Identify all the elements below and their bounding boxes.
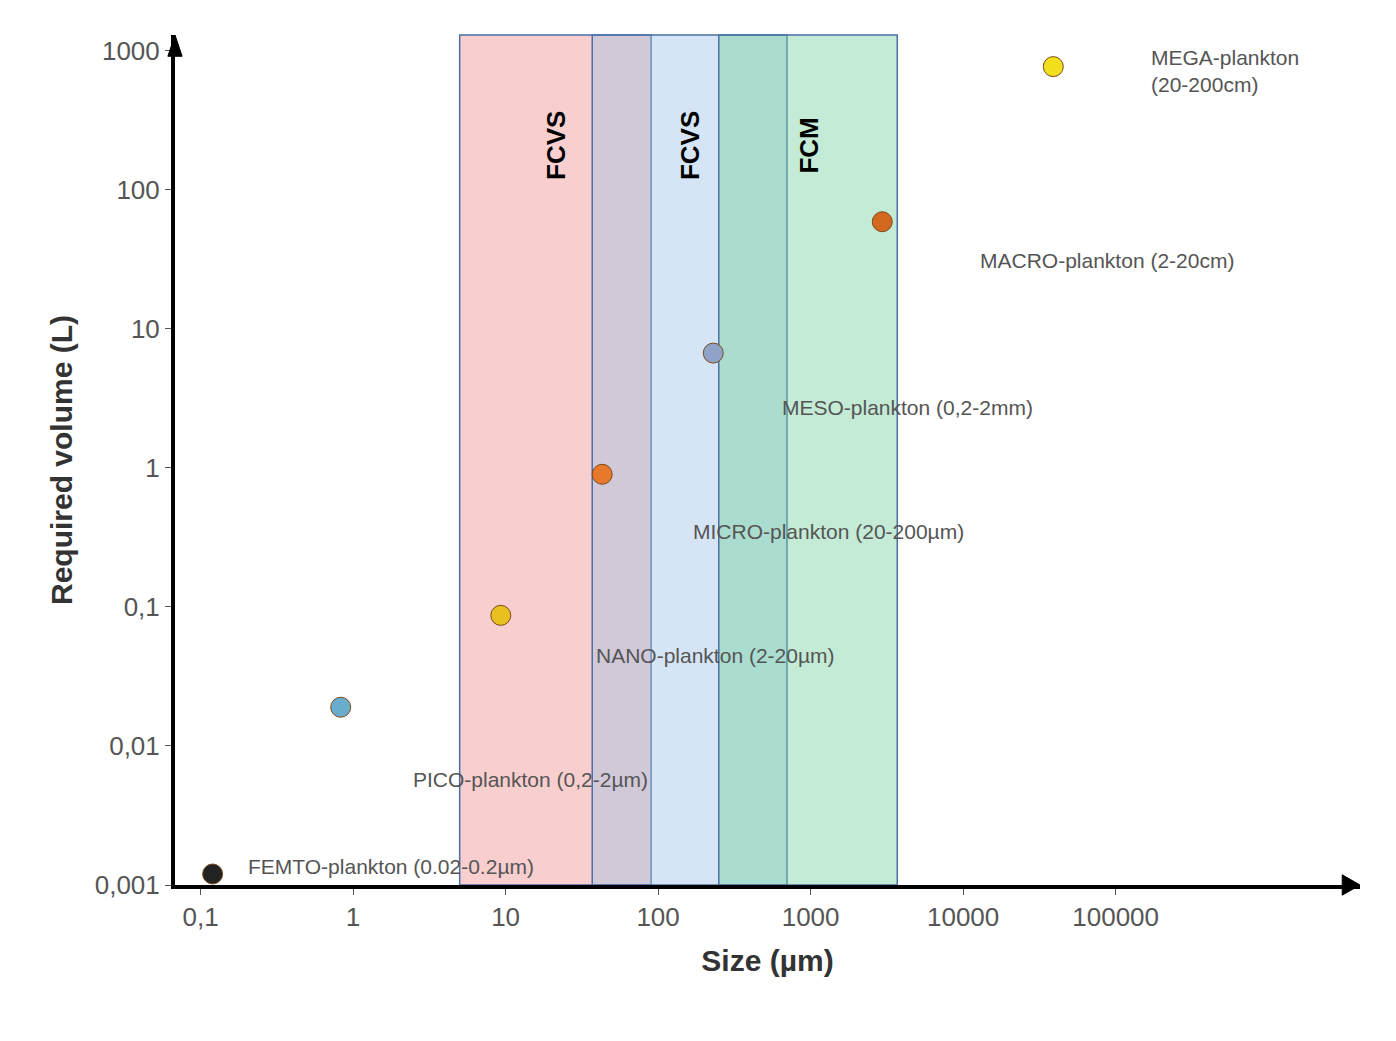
svg-text:FCM: FCM <box>794 117 824 173</box>
svg-text:100: 100 <box>116 175 159 205</box>
svg-text:10: 10 <box>491 902 520 932</box>
svg-text:Required volume (L): Required volume (L) <box>45 315 78 605</box>
svg-text:FEMTO-plankton (0.02-0.2µm): FEMTO-plankton (0.02-0.2µm) <box>248 855 534 878</box>
svg-text:MICRO-plankton (20-200µm): MICRO-plankton (20-200µm) <box>693 520 964 543</box>
svg-text:FCVS: FCVS <box>675 111 705 180</box>
svg-text:MESO-plankton (0,2-2mm): MESO-plankton (0,2-2mm) <box>782 396 1033 419</box>
svg-text:FCVS: FCVS <box>541 111 571 180</box>
svg-text:0,01: 0,01 <box>109 731 160 761</box>
svg-text:1: 1 <box>346 902 360 932</box>
svg-text:1: 1 <box>145 453 159 483</box>
svg-text:10000: 10000 <box>927 902 999 932</box>
svg-text:0,001: 0,001 <box>95 870 160 900</box>
svg-text:1000: 1000 <box>102 36 160 66</box>
svg-text:0,1: 0,1 <box>182 902 218 932</box>
svg-text:PICO-plankton (0,2-2µm): PICO-plankton (0,2-2µm) <box>413 768 648 791</box>
svg-text:Size (µm): Size (µm) <box>701 944 833 977</box>
svg-text:NANO-plankton (2-20µm): NANO-plankton (2-20µm) <box>596 644 835 667</box>
svg-text:1000: 1000 <box>782 902 840 932</box>
svg-text:100000: 100000 <box>1072 902 1159 932</box>
svg-text:0,1: 0,1 <box>124 592 160 622</box>
svg-text:100: 100 <box>636 902 679 932</box>
svg-text:MACRO-plankton (2-20cm): MACRO-plankton (2-20cm) <box>980 249 1234 272</box>
svg-text:10: 10 <box>131 314 160 344</box>
svg-text:MEGA-plankton(20-200cm): MEGA-plankton(20-200cm) <box>1151 46 1299 96</box>
